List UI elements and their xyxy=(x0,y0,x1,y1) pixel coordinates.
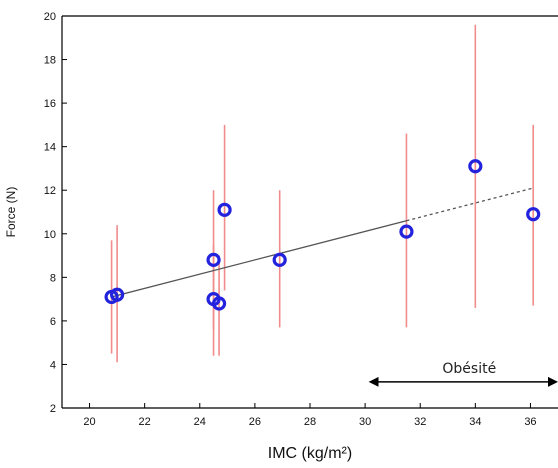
data-point xyxy=(211,296,227,311)
x-tick-label: 30 xyxy=(359,416,371,428)
y-tick-label: 4 xyxy=(50,359,56,371)
y-tick-label: 20 xyxy=(44,11,56,23)
data-point xyxy=(206,252,221,268)
trend-lines xyxy=(111,187,534,298)
obesity-label: Obésité xyxy=(442,361,496,377)
plot-background xyxy=(62,16,558,408)
data-point xyxy=(217,202,232,217)
x-tick-label: 26 xyxy=(249,416,261,428)
y-tick-label: 6 xyxy=(50,316,56,328)
trend-line-dashed xyxy=(406,187,534,222)
y-tick-label: 12 xyxy=(44,185,56,197)
y-ticks: 2 4 6 8 10 12 14 16 18 20 xyxy=(44,11,67,415)
x-tick-label: 34 xyxy=(469,416,481,428)
x-axis-title: IMC (kg/m²) xyxy=(268,445,352,462)
trend-line-solid xyxy=(111,220,407,298)
y-tick-label: 18 xyxy=(44,55,56,67)
data-point xyxy=(526,207,541,222)
y-tick-label: 8 xyxy=(50,272,56,284)
x-tick-label: 20 xyxy=(83,416,95,428)
y-tick-label: 2 xyxy=(50,403,56,415)
x-tick-label: 24 xyxy=(194,416,206,428)
x-tick-label: 36 xyxy=(524,416,536,428)
data-point xyxy=(110,287,125,302)
data-point xyxy=(272,252,287,268)
data-point xyxy=(399,224,414,239)
x-ticks: 20 22 24 26 28 30 32 34 36 xyxy=(83,403,537,428)
obesity-annotation: Obésité xyxy=(368,361,558,387)
x-tick-label: 22 xyxy=(139,416,151,428)
data-point xyxy=(468,159,483,174)
y-axis-title: Force (N) xyxy=(4,187,18,238)
x-tick-label: 32 xyxy=(414,416,426,428)
y-tick-label: 10 xyxy=(44,229,56,241)
y-tick-label: 16 xyxy=(44,98,56,110)
x-tick-label: 28 xyxy=(304,416,316,428)
data-markers xyxy=(104,159,541,311)
y-tick-label: 14 xyxy=(44,142,56,154)
